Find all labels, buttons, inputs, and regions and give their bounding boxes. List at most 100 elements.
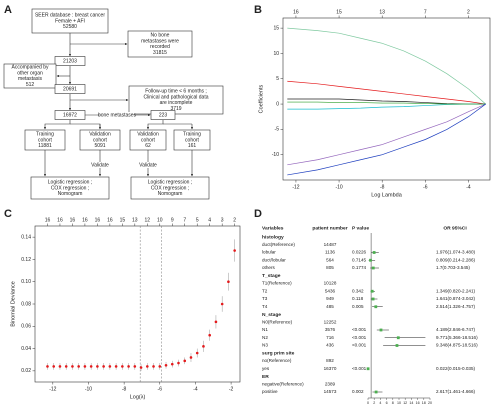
or-marker [369, 258, 372, 262]
row-label: duct/lobular [262, 257, 286, 262]
flowchart-edges [43, 33, 194, 177]
or-marker [374, 305, 378, 309]
cv-point [127, 365, 130, 368]
p-value: 0.0226 [352, 250, 366, 255]
row-label: duct(Reference) [262, 242, 295, 247]
x2-tick-label: 16 [293, 9, 299, 15]
row-label: positive [262, 389, 278, 394]
cv-point [227, 280, 230, 284]
cv-point [46, 365, 49, 368]
x2-tick-label: 13 [132, 217, 138, 223]
cv-point [114, 365, 118, 368]
patient-number: 3576 [325, 327, 336, 332]
row-label: N1 [262, 327, 268, 332]
flow-text: 5091 [94, 143, 105, 149]
cv-point [108, 365, 112, 368]
flow-box [130, 176, 210, 200]
cv-point [83, 365, 87, 368]
flow-text: cohort [93, 137, 108, 143]
p-value: <0.001 [352, 343, 367, 348]
flow-box [173, 129, 211, 151]
p-value: 0.002 [352, 389, 364, 394]
patient-number: 12252 [324, 319, 337, 324]
plot-frame [34, 225, 241, 383]
row-label: lobular [262, 250, 276, 255]
cv-point [220, 302, 224, 306]
panel-label: D [254, 208, 262, 220]
column-header: OR 95%CI [443, 225, 467, 231]
cv-point [89, 365, 93, 368]
x-tick-label: 8 [392, 401, 394, 405]
row-label: yes [262, 366, 270, 371]
y-tick-label: 5 [276, 76, 279, 82]
y-tick-label: 10 [273, 51, 279, 57]
y-axis-label: Binomial Deviance [10, 281, 16, 327]
or-marker [395, 344, 399, 347]
cv-point [71, 365, 74, 368]
p-value: 0.1774 [352, 265, 366, 270]
row-group: T_stage [262, 273, 281, 279]
y-tick-label: 0.06 [21, 324, 31, 330]
flow-text: Female + AFI [55, 18, 85, 24]
or-marker [371, 266, 375, 270]
cv-point [64, 365, 68, 368]
x-tick-label: 6 [386, 401, 388, 405]
or-label: 1.641(0.874-3.042) [436, 296, 476, 301]
x-tick-label: 2 [373, 401, 375, 405]
cv-point [133, 365, 137, 368]
x-tick-label: -6 [423, 184, 428, 190]
or-marker [371, 297, 375, 301]
patient-number: 949 [326, 296, 334, 301]
cv-point [158, 365, 162, 368]
flow-text: 161 [188, 143, 197, 149]
cv-point [189, 356, 193, 359]
p-value: 0.005 [352, 304, 364, 309]
or-marker [374, 390, 378, 394]
flow-box [79, 129, 121, 151]
x2-tick-label: 9 [171, 217, 174, 223]
cv-point [146, 365, 149, 368]
y-tick-label: 15 [273, 25, 279, 31]
edge-label: Validate [139, 162, 157, 168]
patient-number: 805 [326, 265, 334, 270]
patient-number: 564 [326, 257, 334, 262]
coefficient-path [287, 103, 486, 110]
cv-point [202, 345, 205, 348]
panel-label: B [254, 4, 262, 16]
or-marker [379, 328, 383, 332]
y-tick-label: 0.08 [21, 301, 31, 307]
y-tick-label: -10 [272, 152, 279, 158]
cv-point [139, 366, 143, 369]
p-value: <0.001 [352, 335, 367, 340]
coefficient-path [287, 103, 486, 166]
flow-box [24, 129, 66, 151]
y-tick-label: 0 [276, 101, 279, 107]
x2-tick-label: 16 [107, 217, 113, 223]
row-label: others [262, 265, 275, 270]
flow-text: 21203 [63, 58, 77, 64]
x-tick-label: -2 [229, 386, 234, 392]
flow-text: are incomplete [160, 100, 193, 106]
flow-text: 20691 [63, 86, 77, 92]
flow-text: COX regression ; [151, 185, 189, 191]
cv-point [177, 361, 180, 365]
panel-label: C [4, 208, 12, 220]
flow-text: Logistic regression ; [148, 180, 192, 186]
patient-number: 436 [326, 343, 334, 348]
cv-point [195, 351, 199, 355]
or-label: 1.349(0.820-2.241) [436, 288, 476, 293]
flow-text: cohort [38, 137, 53, 143]
row-label: T1(Reference) [262, 281, 292, 286]
edge-label-bg [131, 162, 165, 168]
x2-tick-label: 10 [157, 217, 163, 223]
x2-tick-label: 2 [467, 9, 470, 15]
flow-text: metastases were [141, 38, 179, 44]
or-label: 2.617(1.461-4.666) [436, 389, 476, 394]
patient-number: 485 [326, 304, 334, 309]
x2-tick-label: 15 [120, 217, 126, 223]
p-value: 0.7145 [352, 257, 366, 262]
flow-text: Nomogram [158, 191, 183, 197]
x2-tick-label: 2 [233, 217, 236, 223]
row-label: N2 [262, 335, 268, 340]
flow-text: Training [36, 132, 54, 138]
